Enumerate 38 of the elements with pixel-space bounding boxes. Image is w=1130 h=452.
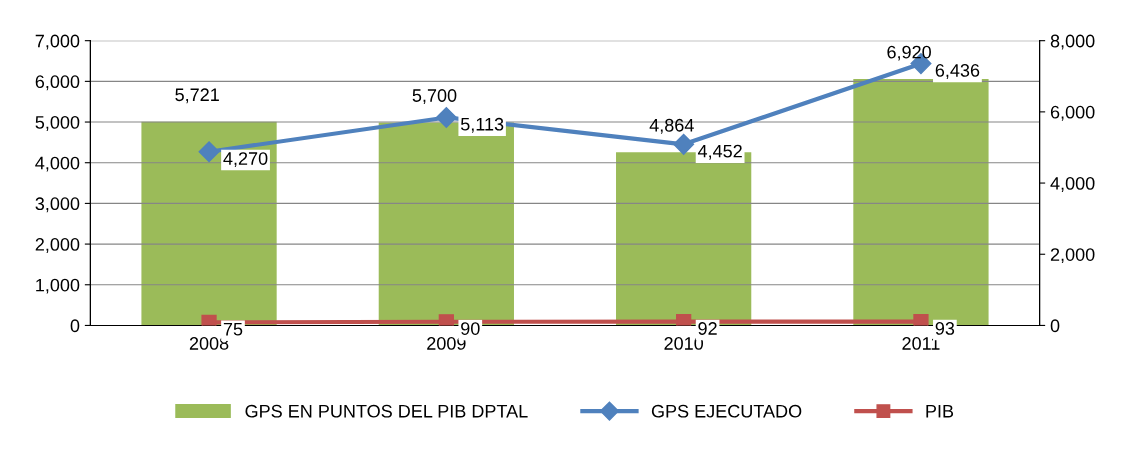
data-label: 5,113: [460, 117, 504, 133]
legend-label: GPS EJECUTADO: [651, 404, 802, 418]
point: [913, 314, 929, 326]
legend-label: GPS EN PUNTOS DEL PIB DPTAL: [245, 404, 528, 418]
y2-tick-label: 8,000: [1050, 34, 1095, 50]
data-label: 92: [698, 322, 717, 335]
x-tick-label: 2009: [427, 337, 466, 350]
data-label: 4,270: [223, 152, 268, 168]
point: [198, 141, 220, 163]
y2-tick-label: 0: [1050, 319, 1060, 333]
point: [438, 314, 454, 326]
data-label: 93: [935, 322, 955, 335]
y-tick-label: 5,000: [35, 115, 80, 131]
y2-tick-label: 4,000: [1050, 176, 1095, 192]
y2-tick-label: 2,000: [1050, 248, 1095, 264]
legend-label: PIB: [926, 405, 954, 418]
data-label: 5,721: [175, 88, 219, 104]
x-tick-label: 2008: [189, 337, 229, 350]
y2-tick-label: 6,000: [1050, 105, 1095, 121]
data-label: 5,700: [412, 89, 457, 105]
y-tick-label: 4,000: [35, 156, 80, 172]
data-label: 4,452: [697, 144, 742, 160]
y-tick-label: 3,000: [35, 197, 80, 213]
data-label: 6,920: [887, 45, 931, 61]
y-tick-label: 6,000: [35, 75, 80, 91]
data-label: 4,864: [649, 118, 694, 134]
point: [676, 314, 692, 326]
data-label: 90: [461, 322, 480, 335]
data-label: 6,436: [935, 64, 980, 79]
point: [673, 133, 695, 155]
y-tick-label: 7,000: [35, 34, 80, 50]
x-tick-label: 2010: [664, 337, 704, 350]
y-tick-label: 2,000: [35, 238, 80, 253]
data-label: 75: [223, 322, 243, 336]
x-tick-label: 2011: [902, 337, 940, 350]
y-tick-label: 0: [70, 319, 80, 333]
point: [435, 106, 457, 128]
y-tick-label: 1,000: [36, 278, 80, 294]
